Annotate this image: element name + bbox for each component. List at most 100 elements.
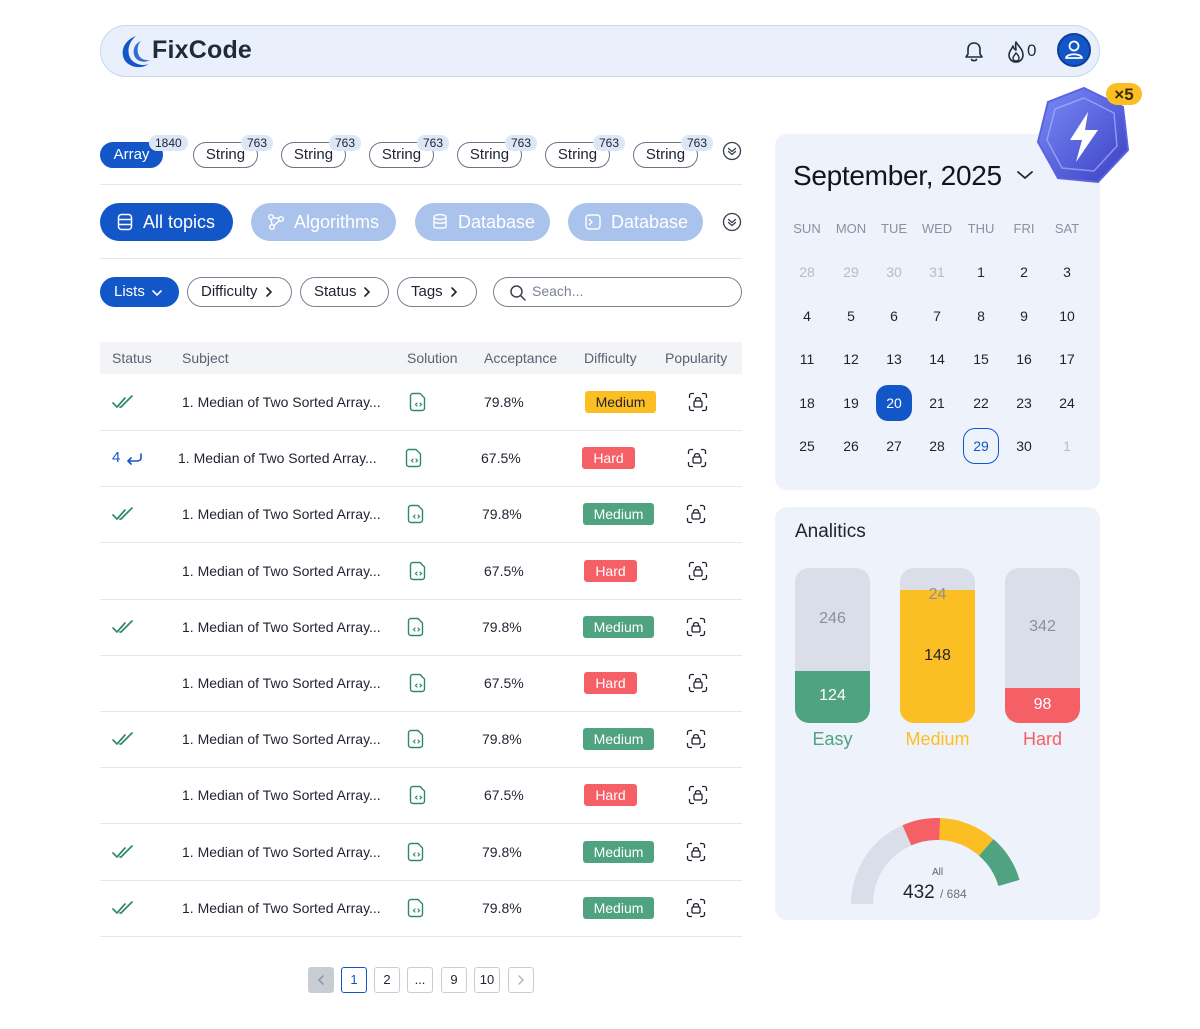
calendar-day[interactable]: 12 [843, 351, 859, 367]
table-row[interactable]: 1. Median of Two Sorted Array... 79.8% Med… [100, 712, 742, 769]
page-button[interactable]: 2 [374, 967, 400, 993]
column-header-difficulty[interactable]: Difficulty [584, 350, 637, 366]
calendar-day[interactable]: 18 [799, 394, 815, 411]
difficulty-filter[interactable]: Difficulty [187, 277, 292, 307]
popularity-lock-icon[interactable] [686, 842, 706, 862]
problem-subject-link[interactable]: 1. Median of Two Sorted Array... [178, 450, 377, 467]
page-button[interactable]: ... [407, 967, 433, 993]
app-name[interactable]: FixCode [152, 36, 253, 64]
calendar-day[interactable]: 26 [843, 438, 859, 454]
table-row[interactable]: 1. Median of Two Sorted Array... 79.8% Med… [100, 487, 742, 544]
expand-topics-icon[interactable] [722, 141, 742, 161]
calendar-day[interactable]: 25 [799, 438, 815, 454]
table-row[interactable]: 1. Median of Two Sorted Array... 79.8% Med… [100, 375, 742, 431]
calendar-day[interactable]: 6 [890, 307, 898, 324]
column-header-status[interactable]: Status [112, 350, 152, 366]
page-button[interactable]: 10 [474, 967, 500, 993]
column-header-subject[interactable]: Subject [182, 350, 229, 366]
category-database[interactable]: Database [415, 203, 550, 241]
column-header-popularity[interactable]: Popularity [665, 350, 728, 366]
table-row[interactable]: 1. Median of Two Sorted Array... 79.8% Med… [100, 825, 742, 881]
solution-file-icon[interactable] [407, 504, 425, 524]
calendar-day[interactable]: 28 [929, 438, 945, 454]
expand-categories-icon[interactable] [722, 212, 742, 232]
solution-file-icon[interactable] [405, 448, 423, 468]
tags-filter[interactable]: Tags [397, 277, 477, 307]
table-row[interactable]: 1. Median of Two Sorted Array... 79.8% Med… [100, 881, 742, 937]
problem-subject-link[interactable]: 1. Median of Two Sorted Array... [182, 787, 381, 804]
solution-file-icon[interactable] [409, 673, 427, 693]
solution-file-icon[interactable] [409, 561, 427, 581]
calendar-day[interactable]: 15 [973, 351, 989, 367]
calendar-day[interactable]: 1 [977, 264, 985, 280]
topic-chip[interactable]: String [545, 142, 610, 168]
table-row[interactable]: 1. Median of Two Sorted Array... 67.5% Har… [100, 656, 742, 712]
solution-file-icon[interactable] [407, 729, 425, 749]
table-row[interactable]: 4 1. Median of Two Sorted Array... 67.5% Ha… [100, 431, 742, 488]
calendar-day[interactable]: 8 [977, 307, 985, 324]
problem-subject-link[interactable]: 1. Median of Two Sorted Array... [182, 675, 381, 691]
calendar-day[interactable]: 7 [933, 307, 941, 324]
notification-bell-icon[interactable] [961, 39, 987, 65]
table-row[interactable]: 1. Median of Two Sorted Array... 67.5% Har… [100, 768, 742, 825]
topic-chip[interactable]: String [193, 142, 258, 168]
status-filter[interactable]: Status [300, 277, 389, 307]
problem-subject-link[interactable]: 1. Median of Two Sorted Array... [182, 899, 381, 916]
popularity-lock-icon[interactable] [686, 898, 706, 918]
calendar-day[interactable]: 2 [1020, 264, 1028, 280]
calendar-day[interactable]: 29 [843, 264, 859, 280]
popularity-lock-icon[interactable] [688, 561, 708, 581]
prev-page-button[interactable] [308, 967, 334, 993]
next-page-button[interactable] [508, 967, 534, 993]
calendar-day[interactable]: 28 [799, 264, 815, 280]
page-button[interactable]: 1 [341, 967, 367, 993]
calendar-day[interactable]: 31 [929, 264, 945, 280]
popularity-lock-icon[interactable] [687, 448, 707, 468]
popularity-lock-icon[interactable] [686, 617, 706, 637]
column-header-acceptance[interactable]: Acceptance [484, 350, 558, 366]
calendar-day[interactable]: 22 [973, 394, 989, 411]
page-button[interactable]: 9 [441, 967, 467, 993]
table-row[interactable]: 1. Median of Two Sorted Array... 79.8% Med… [100, 600, 742, 656]
problem-subject-link[interactable]: 1. Median of Two Sorted Array... [182, 394, 381, 410]
category-database-2[interactable]: Database [568, 203, 703, 241]
calendar-day[interactable]: 3 [1063, 264, 1071, 280]
topic-chip[interactable]: String [281, 142, 346, 168]
category-algorithms[interactable]: Algorithms [251, 203, 396, 241]
calendar-day[interactable]: 11 [799, 351, 815, 367]
calendar-day[interactable]: 30 [886, 264, 902, 280]
calendar-day[interactable]: 20 [876, 384, 912, 421]
calendar-day[interactable]: 9 [1020, 307, 1028, 324]
lightning-reward-badge-icon[interactable]: ×5 [1028, 82, 1144, 192]
calendar-day[interactable]: 19 [843, 394, 859, 411]
popularity-lock-icon[interactable] [686, 729, 706, 749]
solution-file-icon[interactable] [409, 785, 427, 805]
popularity-lock-icon[interactable] [688, 392, 708, 412]
calendar-day[interactable]: 16 [1016, 351, 1032, 367]
calendar-day[interactable]: 14 [929, 351, 945, 367]
problem-subject-link[interactable]: 1. Median of Two Sorted Array... [182, 843, 381, 860]
popularity-lock-icon[interactable] [686, 504, 706, 524]
calendar-day[interactable]: 10 [1059, 307, 1075, 324]
search-input[interactable] [530, 282, 720, 300]
solution-file-icon[interactable] [407, 617, 425, 637]
search-box[interactable] [493, 277, 742, 307]
calendar-day[interactable]: 4 [803, 307, 811, 324]
popularity-lock-icon[interactable] [688, 673, 708, 693]
user-avatar-button[interactable] [1057, 33, 1091, 67]
calendar-day[interactable]: 27 [886, 438, 902, 454]
category-all-topics[interactable]: All topics [100, 203, 233, 241]
table-row[interactable]: 1. Median of Two Sorted Array... 67.5% Har… [100, 544, 742, 600]
problem-subject-link[interactable]: 1. Median of Two Sorted Array... [182, 562, 381, 579]
calendar-day[interactable]: 13 [886, 351, 902, 367]
solution-file-icon[interactable] [407, 898, 425, 918]
problem-subject-link[interactable]: 1. Median of Two Sorted Array... [182, 731, 381, 748]
calendar-day[interactable]: 21 [929, 394, 945, 411]
calendar-day[interactable]: 23 [1016, 394, 1032, 411]
calendar-day[interactable]: 30 [1016, 438, 1032, 454]
lists-dropdown[interactable]: Lists [100, 277, 179, 307]
calendar-day[interactable]: 29 [963, 428, 999, 464]
solution-file-icon[interactable] [409, 392, 427, 412]
calendar-day[interactable]: 1 [1063, 438, 1071, 454]
problem-subject-link[interactable]: 1. Median of Two Sorted Array... [182, 618, 381, 635]
